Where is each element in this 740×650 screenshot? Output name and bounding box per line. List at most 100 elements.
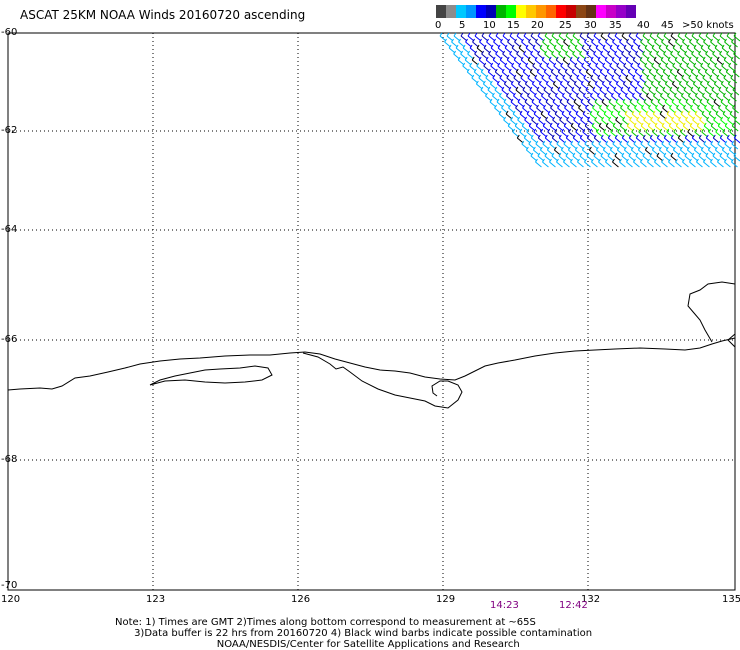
wind-barb-tick (606, 86, 610, 91)
wind-barb (700, 83, 707, 90)
wind-barb (605, 143, 613, 150)
wind-barb (460, 35, 468, 42)
wind-barb (444, 41, 451, 48)
wind-barb-tick (566, 80, 570, 85)
wind-barb-tick (519, 128, 523, 133)
wind-barb (579, 155, 587, 162)
wind-barb-tick (659, 110, 663, 115)
wind-barb (708, 131, 716, 138)
wind-barb-tick (671, 98, 675, 103)
wind-barb-tick (665, 62, 669, 67)
wind-barb (556, 143, 564, 150)
wind-barb (513, 95, 520, 102)
wind-barb (532, 83, 539, 90)
wind-barb-tick (514, 122, 518, 127)
wind-barb-tick (508, 86, 512, 91)
wind-barb (719, 53, 726, 60)
wind-barb (675, 143, 683, 150)
wind-barb-tick (579, 32, 583, 37)
wind-barb (530, 53, 537, 60)
wind-barb (538, 119, 545, 126)
wind-barb (556, 125, 564, 132)
wind-barb-tick (532, 62, 536, 67)
wind-barb-tick (585, 86, 589, 91)
wind-barb (605, 125, 613, 132)
wind-barb (670, 53, 677, 60)
wind-barb-tick (680, 128, 684, 133)
wind-barb-tick (522, 68, 526, 73)
wind-barb-tick (620, 104, 623, 109)
wind-barb (508, 71, 516, 78)
wind-barb-tick (453, 32, 457, 37)
wind-barb (504, 83, 511, 90)
wind-barb (502, 53, 509, 60)
wind-barb (652, 131, 660, 138)
wind-barb-tick (558, 152, 562, 157)
wind-barb (575, 131, 583, 138)
wind-barb-tick (448, 44, 452, 49)
wind-barb-tick (551, 32, 555, 37)
wind-barb (673, 149, 680, 156)
wind-barb (537, 137, 545, 144)
wind-barb (625, 95, 632, 102)
wind-barb-tick (712, 134, 716, 139)
wind-barb (667, 77, 675, 84)
wind-barb (693, 47, 701, 54)
wind-barb-tick (505, 110, 509, 115)
wind-barb-tick (622, 98, 626, 103)
wind-barb (558, 53, 565, 60)
wind-barb-tick (648, 68, 652, 73)
wind-barb-tick (697, 68, 701, 73)
legend-label: 10 (483, 20, 496, 31)
wind-barb (623, 83, 630, 90)
wind-barb (665, 65, 673, 72)
wind-barb-tick (726, 50, 730, 55)
wind-barb-tick (658, 146, 662, 151)
wind-barb (619, 41, 626, 48)
wind-barb-tick (641, 104, 644, 109)
wind-barb-tick (501, 68, 505, 73)
wind-barb (549, 125, 557, 132)
wind-barb-tick (591, 122, 595, 127)
wind-barb (705, 53, 712, 60)
wind-barb (724, 161, 731, 168)
wind-barb (668, 161, 675, 168)
wind-barb-tick (577, 122, 581, 127)
footer-notes: Note: 1) Times are GMT 2)Times along bot… (115, 617, 592, 650)
wind-barb (489, 101, 497, 108)
wind-barb-tick (558, 134, 562, 139)
wind-barb (494, 89, 502, 96)
wind-barb (723, 59, 731, 66)
wind-barb-tick (616, 44, 620, 49)
legend-color-bar (436, 5, 636, 18)
wind-barb-tick (668, 158, 671, 163)
wind-barb-tick (499, 56, 503, 61)
wind-barb (591, 161, 598, 168)
wind-barb (718, 89, 726, 96)
wind-barb-tick (570, 158, 573, 163)
wind-barb-tick (711, 104, 714, 109)
wind-barb-tick (564, 86, 568, 91)
wind-barb-tick (614, 50, 618, 55)
wind-barb-tick (670, 152, 674, 157)
wind-barb (547, 149, 554, 156)
wind-barb-tick (579, 152, 583, 157)
wind-barb (545, 119, 552, 126)
wind-barb-tick (667, 56, 671, 61)
wind-barb (555, 95, 562, 102)
lat-label: -70 (1, 580, 18, 591)
wind-barb (512, 131, 520, 138)
wind-barb (549, 161, 556, 168)
wind-barb-tick (552, 116, 556, 121)
wind-barb-tick (541, 92, 544, 97)
wind-barb (495, 53, 502, 60)
wind-barb (612, 125, 620, 132)
wind-barb (476, 83, 483, 90)
wind-barb-tick (556, 158, 559, 163)
wind-barb (657, 101, 665, 108)
wind-barb (554, 131, 562, 138)
wind-barb-tick (588, 146, 592, 151)
wind-barb (660, 59, 668, 66)
wind-barb (639, 77, 647, 84)
wind-barb-tick (469, 44, 473, 49)
